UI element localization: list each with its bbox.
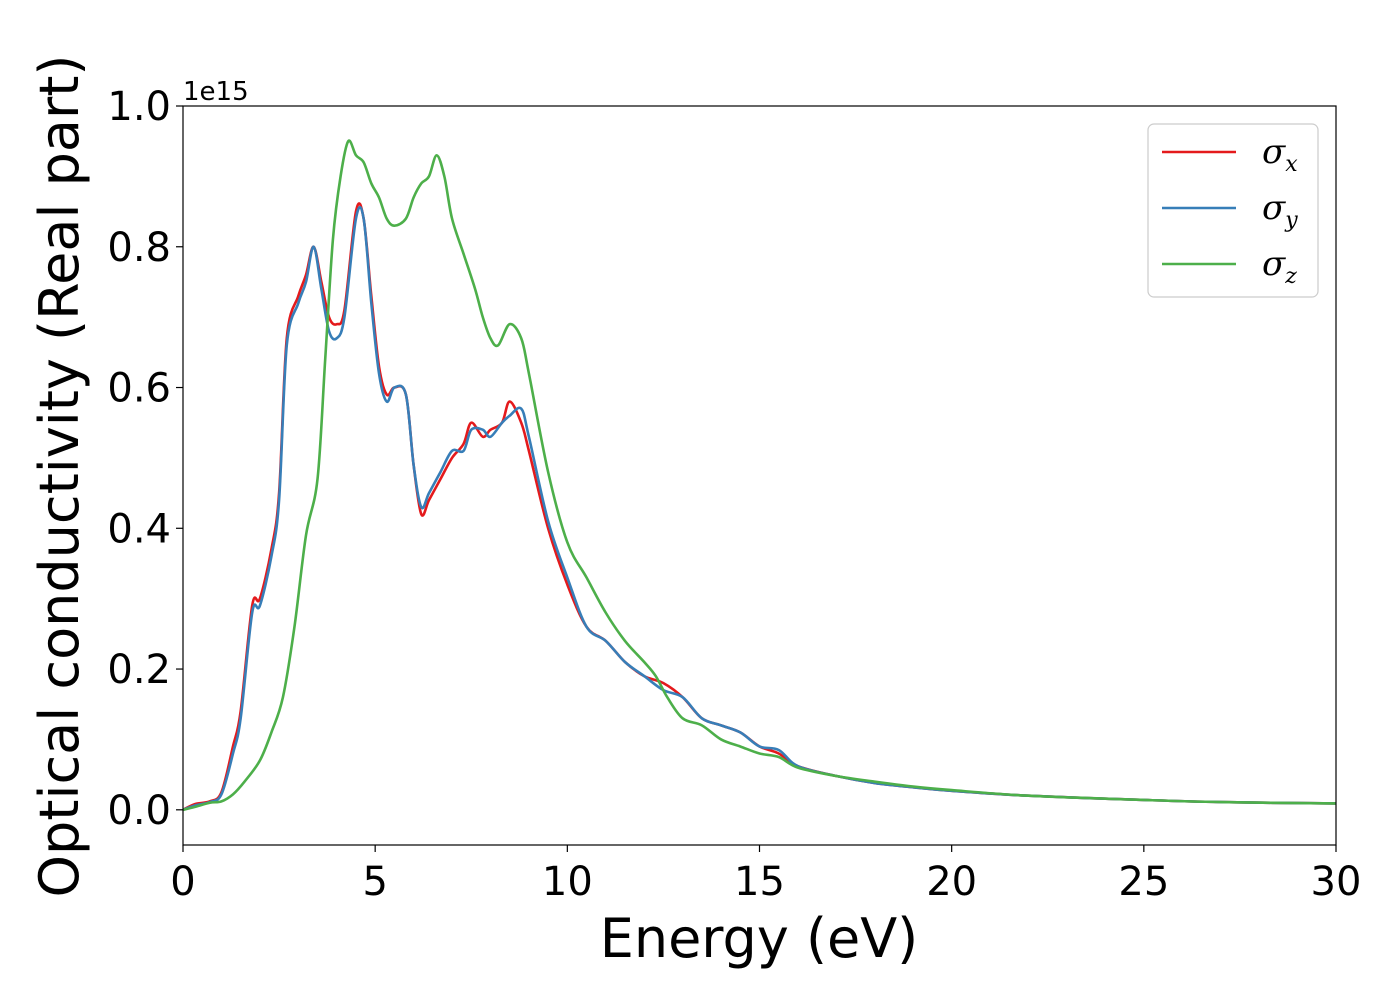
legend-label-y: σy (1262, 188, 1298, 233)
legend-box (1147, 123, 1319, 298)
x-tick-label: 25 (1118, 859, 1169, 905)
x-tick-label: 15 (734, 859, 785, 905)
y-tick-label: 0.6 (107, 366, 171, 412)
x-tick-label: 5 (362, 859, 387, 905)
x-tick-label: 20 (926, 859, 977, 905)
y-tick-label: 0.0 (107, 788, 171, 834)
legend-label-z: σz (1262, 244, 1297, 289)
y-tick-label: 1.0 (107, 84, 171, 130)
y-axis: 0.0 0.2 0.4 0.6 0.8 1.0 (107, 84, 183, 834)
y-tick-label: 0.4 (107, 506, 171, 552)
x-axis: 0 5 10 15 20 25 30 (170, 845, 1361, 905)
y-tick-label: 0.8 (107, 225, 171, 271)
y-axis-label: Optical conductivity (Real part) (28, 55, 91, 898)
y-offset-label: 1e15 (183, 77, 249, 107)
y-tick-label: 0.2 (107, 647, 171, 693)
x-tick-label: 30 (1311, 859, 1362, 905)
series-layer (183, 139, 1336, 812)
legend-label-x: σx (1262, 132, 1298, 177)
x-tick-label: 0 (170, 859, 195, 905)
x-tick-label: 10 (542, 859, 593, 905)
x-axis-label: Energy (eV) (600, 907, 919, 970)
plot-area (182, 105, 1337, 846)
series-line-y (183, 205, 1336, 812)
series-line-z (183, 139, 1336, 812)
legend: σx σy σz (1147, 123, 1319, 298)
